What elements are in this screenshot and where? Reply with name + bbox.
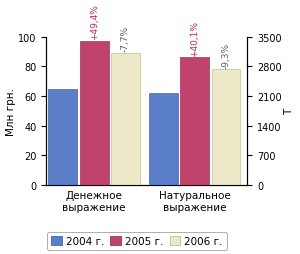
Text: -7,7%: -7,7% <box>121 26 130 52</box>
Bar <box>80 42 109 185</box>
Bar <box>111 54 140 185</box>
Bar <box>212 70 240 185</box>
Text: -9,3%: -9,3% <box>221 42 230 68</box>
Y-axis label: Млн грн.: Млн грн. <box>6 87 16 135</box>
Bar <box>149 94 178 185</box>
Y-axis label: Т: Т <box>284 108 294 115</box>
Text: +40,1%: +40,1% <box>190 21 199 57</box>
Legend: 2004 г., 2005 г., 2006 г.: 2004 г., 2005 г., 2006 г. <box>47 232 227 250</box>
Bar <box>48 89 77 185</box>
Text: +49,4%: +49,4% <box>90 5 99 40</box>
Bar <box>180 58 209 185</box>
